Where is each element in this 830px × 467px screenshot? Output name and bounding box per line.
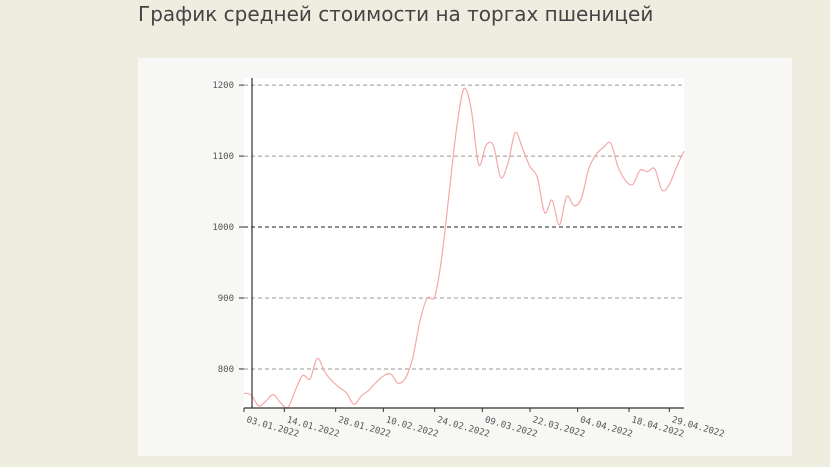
y-tick-labels: 800 900 1000 1100 1200 — [212, 81, 234, 375]
y-tick-label: 800 — [218, 365, 234, 375]
x-tick-label: 22.03.2022 — [531, 415, 586, 440]
y-tick-label: 1000 — [212, 223, 234, 233]
y-tick-label: 1100 — [212, 152, 234, 162]
x-tick-label: 04.04.2022 — [579, 415, 634, 440]
x-tick-label: 24.02.2022 — [436, 415, 491, 440]
axes — [244, 78, 684, 409]
series-layer — [243, 87, 685, 409]
page-title: График средней стоимости на торгах пшени… — [138, 2, 654, 26]
price-series-line — [243, 87, 685, 409]
x-tick-label: 28.01.2022 — [337, 415, 392, 440]
x-tick-label: 10.02.2022 — [385, 415, 440, 440]
x-tick-label: 09.03.2022 — [484, 415, 539, 440]
grid-lines — [239, 84, 684, 370]
line-chart: 800 900 1000 1100 1200 03.01.202214.01.20222… — [212, 78, 725, 440]
plot-area — [244, 78, 684, 408]
y-tick-label: 900 — [218, 294, 234, 304]
x-tick-labels: 03.01.202214.01.202228.01.202210.02.2022… — [243, 408, 725, 440]
chart-card: 800 900 1000 1100 1200 03.01.2022 14.01.2022 2… — [138, 58, 792, 456]
y-tick-label: 1200 — [212, 81, 234, 91]
